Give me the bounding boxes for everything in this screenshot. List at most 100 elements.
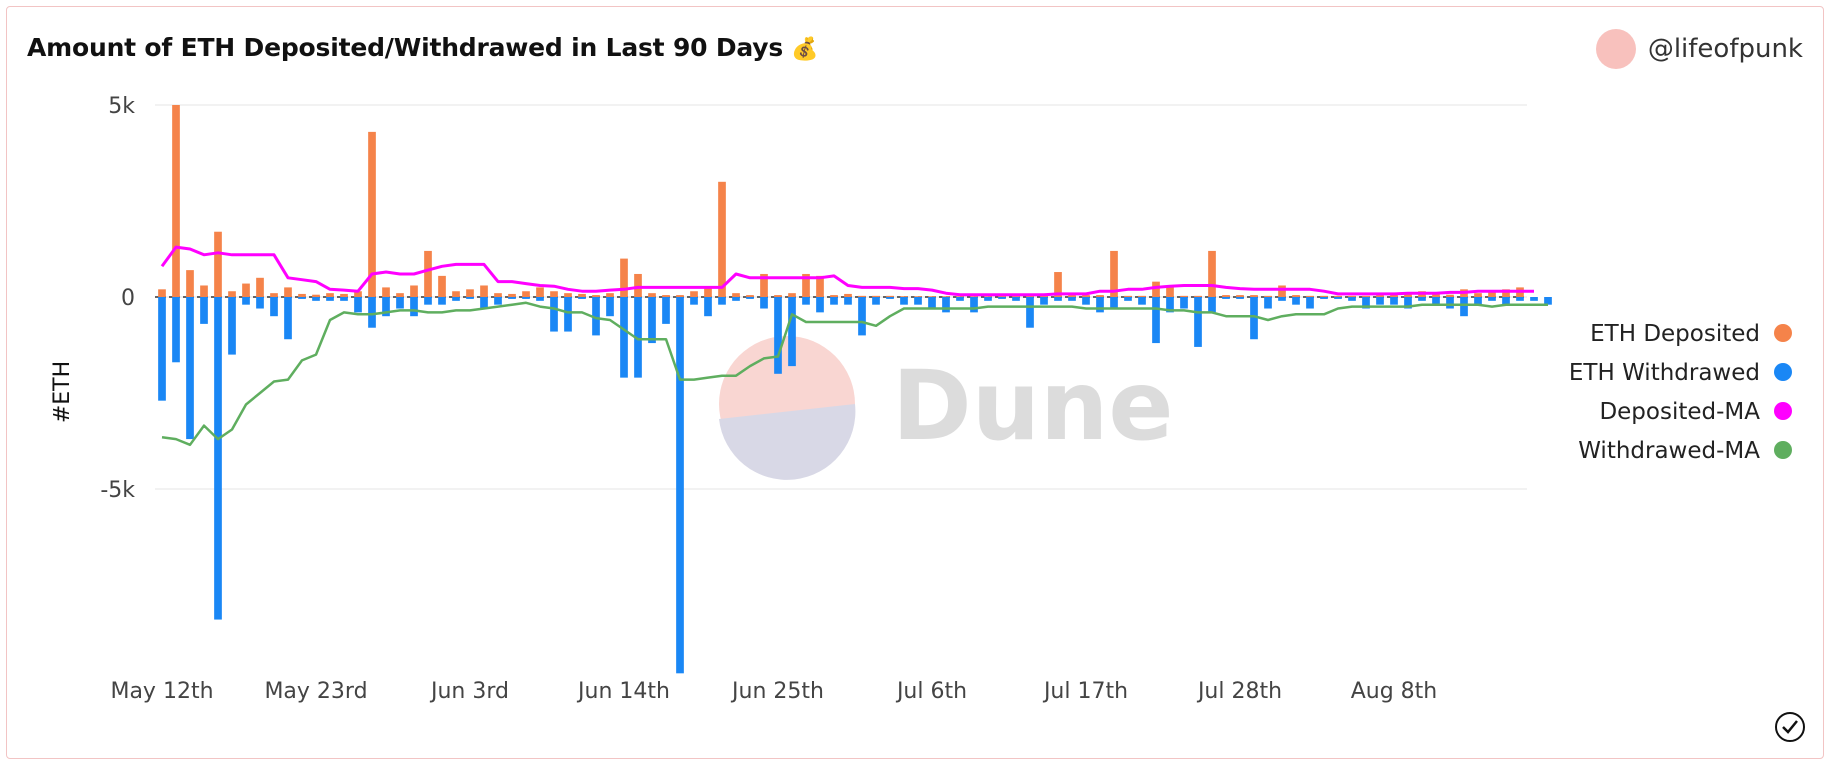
deposited-bar[interactable] bbox=[1474, 293, 1482, 297]
withdrawed-bar[interactable] bbox=[830, 297, 838, 305]
deposited-bar[interactable] bbox=[494, 293, 502, 297]
withdrawed-bar[interactable] bbox=[396, 297, 404, 309]
withdrawed-bar[interactable] bbox=[1040, 297, 1048, 305]
withdrawed-bar[interactable] bbox=[1054, 297, 1062, 301]
deposited-bar[interactable] bbox=[550, 291, 558, 297]
deposited-bar[interactable] bbox=[1012, 295, 1020, 297]
deposited-bar[interactable] bbox=[746, 295, 754, 297]
withdrawed-bar[interactable] bbox=[970, 297, 978, 313]
deposited-bar[interactable] bbox=[984, 296, 992, 298]
deposited-bar[interactable] bbox=[1236, 295, 1244, 297]
withdrawed-bar[interactable] bbox=[928, 297, 936, 309]
deposited-bar[interactable] bbox=[1082, 295, 1090, 297]
deposited-bar[interactable] bbox=[354, 291, 362, 297]
deposited-bar[interactable] bbox=[634, 273, 642, 297]
deposited-bar[interactable] bbox=[816, 275, 824, 297]
deposited-bar[interactable] bbox=[522, 291, 530, 297]
withdrawed-bar[interactable] bbox=[998, 297, 1006, 299]
deposited-bar[interactable] bbox=[270, 293, 278, 297]
withdrawed-bar[interactable] bbox=[844, 297, 852, 305]
withdrawed-bar[interactable] bbox=[1292, 297, 1300, 305]
deposited-bar[interactable] bbox=[1488, 291, 1496, 297]
withdrawed-bar[interactable] bbox=[1334, 297, 1342, 299]
deposited-bar[interactable] bbox=[998, 295, 1006, 297]
deposited-bar[interactable] bbox=[788, 293, 796, 297]
withdrawed-bar[interactable] bbox=[326, 297, 334, 301]
withdrawed-bar[interactable] bbox=[942, 297, 950, 313]
deposited-bar[interactable] bbox=[368, 131, 376, 297]
withdrawed-bar[interactable] bbox=[1264, 297, 1272, 309]
withdrawed-bar[interactable] bbox=[340, 297, 348, 301]
deposited-bar[interactable] bbox=[1362, 295, 1370, 297]
legend-swatch[interactable] bbox=[1774, 402, 1792, 420]
withdrawed-bar[interactable] bbox=[1096, 297, 1104, 313]
deposited-bar[interactable] bbox=[1222, 295, 1230, 297]
withdrawed-bar[interactable] bbox=[634, 297, 642, 378]
withdrawed-bar[interactable] bbox=[1082, 297, 1090, 305]
withdrawed-bar[interactable] bbox=[914, 297, 922, 305]
withdrawed-bar[interactable] bbox=[1180, 297, 1188, 309]
deposited-bar[interactable] bbox=[1278, 285, 1286, 297]
deposited-bar[interactable] bbox=[900, 296, 908, 298]
withdrawed-bar[interactable] bbox=[1236, 297, 1244, 299]
withdrawed-bar[interactable] bbox=[1222, 297, 1230, 299]
deposited-bar[interactable] bbox=[1054, 272, 1062, 297]
deposited-bar[interactable] bbox=[1138, 295, 1146, 297]
withdrawed-bar[interactable] bbox=[746, 297, 754, 299]
deposited-bar[interactable] bbox=[844, 293, 852, 297]
withdrawed-bar[interactable] bbox=[1068, 297, 1076, 301]
deposited-bar[interactable] bbox=[536, 287, 544, 297]
withdrawed-bar[interactable] bbox=[382, 297, 390, 317]
withdrawed-bar[interactable] bbox=[1208, 297, 1216, 313]
withdrawed-bar[interactable] bbox=[578, 297, 586, 299]
withdrawed-bar[interactable] bbox=[368, 297, 376, 328]
withdrawed-bar[interactable] bbox=[284, 297, 292, 340]
withdrawed-bar[interactable] bbox=[760, 297, 768, 309]
deposited-bar[interactable] bbox=[1320, 295, 1328, 297]
withdrawed-bar[interactable] bbox=[1152, 297, 1160, 344]
withdrawed-bar[interactable] bbox=[1278, 297, 1286, 301]
deposited-bar[interactable] bbox=[256, 277, 264, 297]
withdrawed-bar[interactable] bbox=[1138, 297, 1146, 305]
legend-swatch[interactable] bbox=[1774, 441, 1792, 459]
legend-label[interactable]: Withdrawed-MA bbox=[1578, 438, 1760, 464]
withdrawed-bar[interactable] bbox=[228, 297, 236, 355]
deposited-bar[interactable] bbox=[1502, 289, 1510, 297]
withdrawed-bar[interactable] bbox=[900, 297, 908, 305]
deposited-bar[interactable] bbox=[340, 293, 348, 297]
withdrawed-bar[interactable] bbox=[1432, 297, 1440, 305]
withdrawed-bar[interactable] bbox=[774, 297, 782, 374]
deposited-bar[interactable] bbox=[564, 293, 572, 297]
withdrawed-bar[interactable] bbox=[1110, 297, 1118, 309]
withdrawed-bar[interactable] bbox=[270, 297, 278, 317]
withdrawed-bar[interactable] bbox=[592, 297, 600, 336]
withdrawed-bar[interactable] bbox=[200, 297, 208, 324]
deposited-bar[interactable] bbox=[382, 287, 390, 297]
deposited-bar[interactable] bbox=[1166, 287, 1174, 297]
withdrawed-bar[interactable] bbox=[606, 297, 614, 317]
withdrawed-bar[interactable] bbox=[1124, 297, 1132, 301]
deposited-bar[interactable] bbox=[480, 285, 488, 297]
deposited-bar[interactable] bbox=[956, 296, 964, 298]
deposited-bar[interactable] bbox=[312, 294, 320, 297]
legend-label[interactable]: Deposited-MA bbox=[1599, 399, 1760, 425]
legend-label[interactable]: ETH Withdrawed bbox=[1569, 360, 1760, 386]
withdrawed-bar[interactable] bbox=[1544, 297, 1552, 305]
withdrawed-bar[interactable] bbox=[1026, 297, 1034, 328]
withdrawed-bar[interactable] bbox=[1418, 297, 1426, 301]
deposited-bar[interactable] bbox=[186, 270, 194, 297]
withdrawed-bar[interactable] bbox=[312, 297, 320, 301]
deposited-bar[interactable] bbox=[662, 295, 670, 297]
deposited-bar[interactable] bbox=[1292, 295, 1300, 297]
deposited-bar[interactable] bbox=[1264, 295, 1272, 297]
author-handle[interactable]: @lifeofpunk bbox=[1647, 34, 1803, 64]
withdrawed-bar[interactable] bbox=[424, 297, 432, 305]
deposited-bar[interactable] bbox=[970, 296, 978, 298]
withdrawed-bar[interactable] bbox=[690, 297, 698, 305]
withdrawed-bar[interactable] bbox=[1166, 297, 1174, 313]
deposited-bar[interactable] bbox=[242, 283, 250, 297]
deposited-bar[interactable] bbox=[1334, 295, 1342, 297]
deposited-bar[interactable] bbox=[1446, 294, 1454, 297]
withdrawed-bar[interactable] bbox=[158, 297, 166, 401]
deposited-bar[interactable] bbox=[578, 293, 586, 297]
